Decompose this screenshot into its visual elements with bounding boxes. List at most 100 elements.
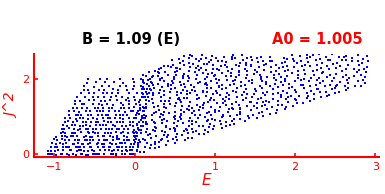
Point: [59, 134, 65, 137]
Point: [72, 138, 78, 141]
Point: [249, 78, 256, 81]
Point: [323, 90, 329, 93]
Point: [149, 97, 155, 100]
Point: [95, 138, 102, 141]
Point: [70, 135, 76, 138]
Point: [360, 79, 366, 82]
Point: [174, 132, 180, 135]
Point: [267, 59, 273, 62]
Point: [78, 91, 84, 94]
Point: [306, 80, 313, 83]
Point: [143, 114, 149, 117]
Point: [140, 74, 146, 77]
Point: [193, 77, 199, 81]
Point: [82, 153, 89, 156]
Point: [86, 131, 92, 134]
Point: [214, 67, 220, 70]
Point: [107, 142, 113, 145]
Point: [104, 124, 110, 127]
Point: [290, 105, 296, 108]
Point: [322, 84, 328, 87]
Point: [99, 134, 105, 138]
Point: [326, 83, 333, 87]
Point: [105, 120, 111, 123]
Point: [216, 86, 222, 89]
Point: [157, 78, 163, 81]
Point: [49, 153, 55, 156]
Point: [289, 72, 295, 75]
Point: [117, 120, 123, 123]
Point: [128, 142, 134, 145]
Point: [85, 99, 92, 102]
Point: [293, 99, 299, 102]
Point: [141, 88, 147, 91]
Point: [114, 138, 121, 141]
Point: [214, 81, 220, 85]
Point: [155, 70, 161, 74]
Point: [196, 133, 203, 136]
Point: [334, 83, 340, 86]
Point: [204, 119, 210, 122]
Point: [152, 141, 158, 144]
Point: [81, 146, 87, 149]
Point: [260, 64, 266, 67]
Point: [143, 105, 149, 108]
Point: [74, 150, 80, 153]
Point: [210, 127, 216, 131]
Point: [174, 91, 180, 94]
Point: [278, 75, 284, 78]
Point: [197, 105, 203, 108]
Point: [184, 93, 190, 96]
Point: [136, 113, 142, 116]
Point: [150, 93, 156, 96]
Point: [149, 76, 156, 79]
Point: [255, 97, 261, 100]
Point: [144, 87, 151, 91]
Point: [276, 72, 282, 75]
Point: [152, 130, 158, 133]
Point: [136, 138, 142, 141]
Point: [317, 82, 323, 85]
Point: [249, 113, 256, 117]
Point: [84, 149, 90, 152]
Point: [85, 78, 91, 81]
Point: [336, 91, 342, 94]
Point: [47, 152, 53, 156]
Point: [104, 139, 110, 142]
Point: [229, 58, 235, 61]
Point: [319, 72, 325, 75]
Point: [362, 76, 368, 79]
Point: [110, 103, 117, 106]
Point: [203, 81, 209, 84]
Point: [229, 107, 235, 110]
Point: [106, 84, 112, 87]
Point: [63, 146, 69, 149]
Point: [223, 125, 229, 128]
Point: [95, 142, 101, 145]
Point: [248, 55, 254, 58]
Point: [275, 86, 281, 89]
Point: [99, 103, 105, 106]
Point: [205, 119, 211, 122]
Point: [140, 106, 146, 109]
Point: [73, 153, 79, 156]
Point: [139, 88, 145, 91]
Point: [75, 142, 81, 145]
Point: [248, 108, 254, 111]
Point: [139, 95, 145, 98]
Point: [134, 134, 141, 137]
Point: [283, 97, 289, 100]
Point: [220, 113, 226, 116]
Point: [209, 92, 216, 95]
Point: [74, 120, 80, 123]
Point: [99, 113, 105, 117]
Point: [248, 81, 254, 85]
Point: [126, 99, 132, 102]
Point: [161, 102, 167, 105]
Point: [136, 100, 142, 103]
Point: [325, 59, 331, 62]
Point: [99, 142, 105, 145]
Point: [343, 74, 349, 77]
Point: [297, 55, 303, 58]
Point: [87, 138, 93, 141]
